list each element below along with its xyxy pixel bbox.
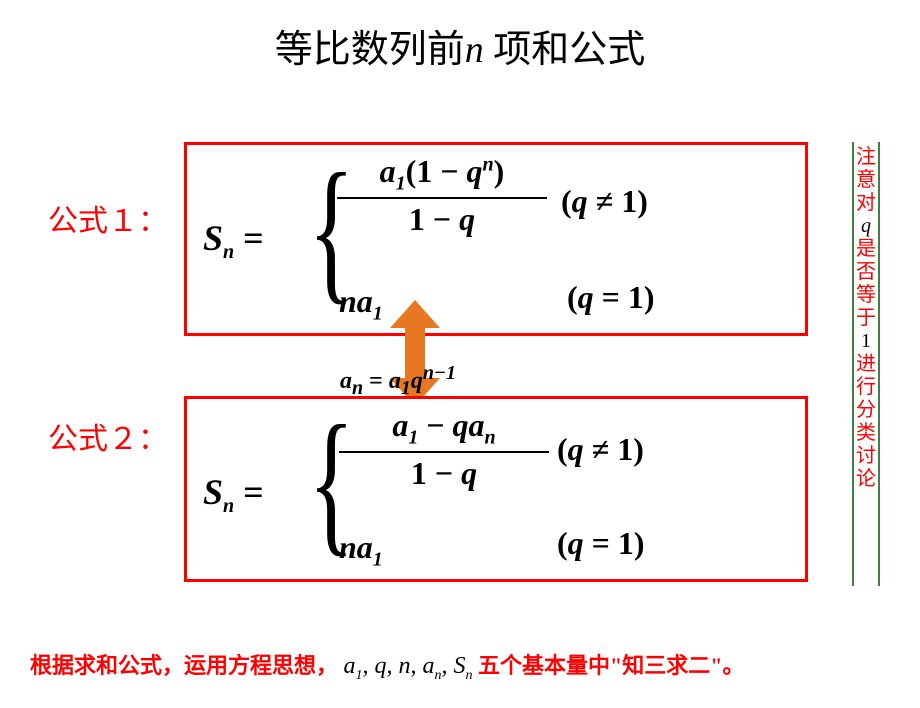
eq-sign: = xyxy=(234,218,264,258)
formula2-label: 公式２： xyxy=(48,414,168,458)
eq: = 1) xyxy=(594,279,655,315)
f2-denominator: 1 − q xyxy=(339,453,549,492)
formula1-box: Sn = { a1(1 − qn) 1 − q na1 (q ≠ 1) (q =… xyxy=(184,142,808,336)
f1-denominator: 1 − q xyxy=(337,199,547,238)
cond-neq2: (q ≠ 1) xyxy=(557,431,644,468)
foot-dot: 。 xyxy=(722,653,744,678)
foot-math: a1, q, n, an, Sn xyxy=(344,653,473,679)
formula1-case2: na1 xyxy=(339,283,383,325)
eq: = xyxy=(363,368,389,394)
na: na xyxy=(339,283,373,319)
title-var: n xyxy=(465,29,484,71)
q: q xyxy=(578,279,594,315)
a1: a xyxy=(389,368,401,394)
rb-q: q xyxy=(861,215,871,237)
one-sub: 1 xyxy=(396,172,406,194)
rb8: 1 xyxy=(861,330,871,352)
a: a xyxy=(340,368,352,394)
p-open: ( xyxy=(561,183,572,219)
rb13: 讨 xyxy=(856,445,876,467)
exp: n−1 xyxy=(423,362,456,384)
footer-note: 根据求和公式，运用方程思想， a1, q, n, an, Sn 五个基本量中"知… xyxy=(30,648,890,686)
q: q xyxy=(572,183,588,219)
n-sub: n xyxy=(223,241,234,263)
q: q xyxy=(467,153,483,189)
open: (1 − xyxy=(406,153,467,189)
right-note: 注 意 对 q 是 否 等 于 1 进 行 分 类 讨 论 xyxy=(852,142,880,586)
f2-numerator: a1 − qan xyxy=(339,407,549,453)
one-sub2: 1 xyxy=(373,302,383,324)
p-open: ( xyxy=(567,279,578,315)
p-open: ( xyxy=(557,431,568,467)
minus: − xyxy=(418,407,452,443)
rb3: 对 xyxy=(856,192,876,214)
p-open: ( xyxy=(557,525,568,561)
rb4: 是 xyxy=(856,238,876,260)
rb1: 注 xyxy=(856,146,876,168)
formula2-sn: Sn = xyxy=(203,471,264,518)
rb14: 论 xyxy=(856,468,876,490)
na: na xyxy=(339,529,373,565)
a1: a xyxy=(392,407,408,443)
title-pre: 等比数列前 xyxy=(275,29,465,71)
q: q xyxy=(568,431,584,467)
s-symbol: S xyxy=(203,472,223,512)
one: 1 xyxy=(408,426,418,448)
one-sub: 1 xyxy=(373,548,383,570)
formula1-label: 公式１： xyxy=(48,196,168,240)
close: ) xyxy=(494,153,505,189)
rb10: 行 xyxy=(856,376,876,398)
n-sup: n xyxy=(483,153,494,175)
formula2-case2: na1 xyxy=(339,529,383,571)
title-post: 项和公式 xyxy=(484,29,646,71)
formula1-sn: Sn = xyxy=(203,217,264,264)
formula2-box: Sn = { a1 − qan 1 − q na1 (q ≠ 1) (q = 1… xyxy=(184,396,808,582)
rb6: 等 xyxy=(856,284,876,306)
f1-numerator: a1(1 − qn) xyxy=(337,153,547,199)
foot-pre: 根据求和公式，运用方程思想， xyxy=(30,653,344,678)
formula1-case1: a1(1 − qn) 1 − q xyxy=(337,153,547,238)
cond-eq1: (q = 1) xyxy=(567,279,655,316)
qa: qa xyxy=(453,407,485,443)
q: q xyxy=(568,525,584,561)
n-sub: n xyxy=(485,426,496,448)
q: q xyxy=(411,368,423,394)
s-symbol: S xyxy=(203,218,223,258)
rb5: 否 xyxy=(856,261,876,283)
neq: ≠ 1) xyxy=(584,431,644,467)
cond-eq2: (q = 1) xyxy=(557,525,645,562)
n-sub: n xyxy=(223,495,234,517)
eq-sign: = xyxy=(234,472,264,512)
rb12: 类 xyxy=(856,422,876,444)
rb9: 进 xyxy=(856,353,876,375)
formula2-case1: a1 − qan 1 − q xyxy=(339,407,549,492)
cond-neq1: (q ≠ 1) xyxy=(561,183,648,220)
rb2: 意 xyxy=(856,169,876,191)
middle-equation: an = a1qn−1 xyxy=(340,362,456,400)
eq: = 1) xyxy=(584,525,645,561)
a: a xyxy=(380,153,396,189)
rb11: 分 xyxy=(856,399,876,421)
page-title: 等比数列前n 项和公式 xyxy=(0,18,920,73)
rb7: 于 xyxy=(856,307,876,329)
neq: ≠ 1) xyxy=(588,183,648,219)
foot-red: 五个基本量中"知三求二" xyxy=(478,653,722,678)
